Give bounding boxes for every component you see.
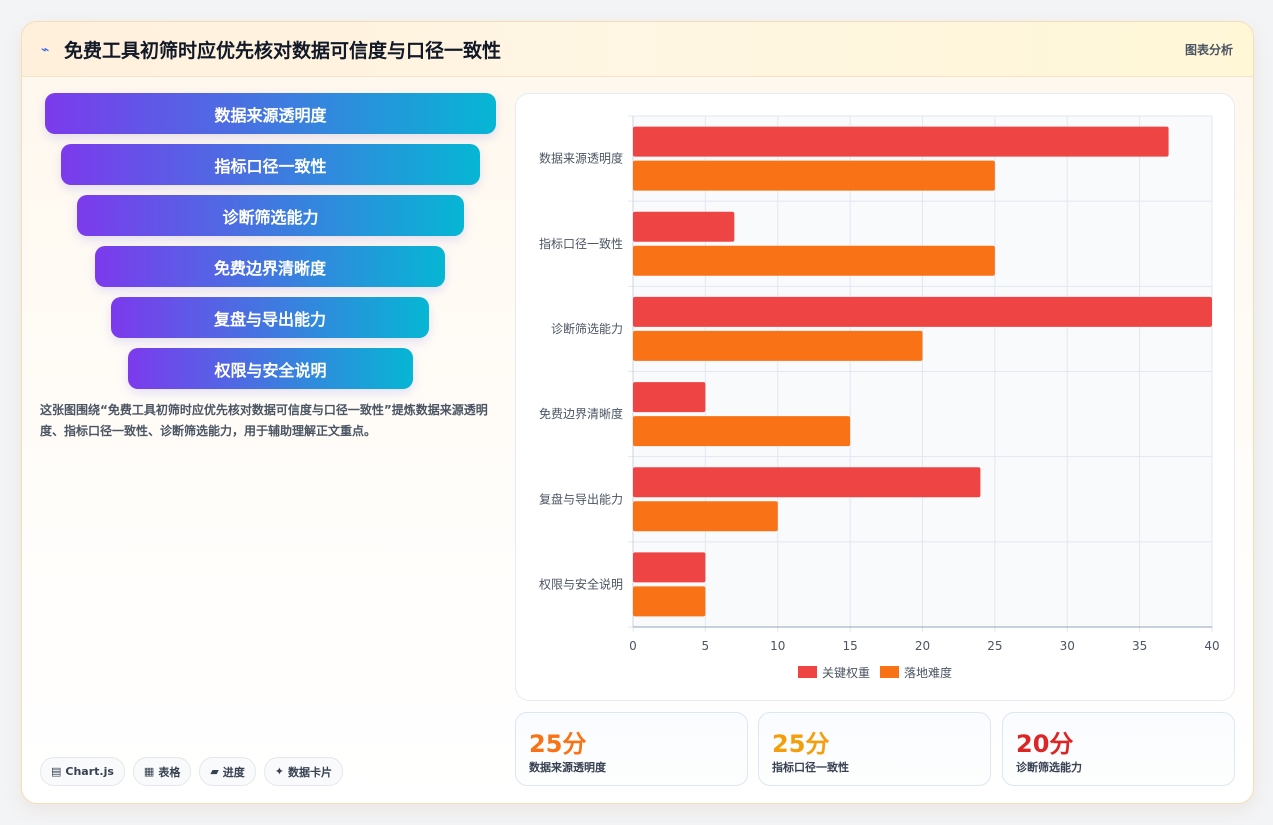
legend-label: 关键权重 [822,666,870,680]
bar [633,501,778,532]
pill-label: 数据卡片 [288,765,333,779]
pill-label: 表格 [158,765,181,779]
y-tick-label: 数据来源透明度 [539,151,623,166]
table-icon: ▦ [143,765,155,778]
y-tick-label: 复盘与导出能力 [539,491,623,506]
bar [633,126,1169,157]
bar [633,160,995,191]
bar [633,330,923,361]
funnel-item: 数据来源透明度 [45,93,496,134]
stat-value: 20分 [1016,730,1074,758]
legend-swatch [798,666,817,678]
stat-value: 25分 [772,730,830,758]
y-tick-label: 诊断筛选能力 [551,321,623,336]
funnel-item: 复盘与导出能力 [111,297,429,338]
bar-chart: 0 5 10 15 20 25 30 35 40 数据来源透明度指标口径一致性诊断筛选能力免费边界… [539,115,1220,680]
header-tag: 图表分析 [1184,43,1233,57]
stat-card: 25分 指标口径一致性 [758,712,991,786]
funnel-item: 指标口径一致性 [61,144,480,185]
chart-line-icon: ⌁ [41,42,50,58]
progress-icon: ▰ [210,765,219,778]
main-card: ⌁ 免费工具初筛时应优先核对数据可信度与口径一致性 图表分析 数据来源透明度 指… [21,21,1254,804]
pill-table[interactable]: ▦ 表格 [132,757,192,786]
funnel-item: 诊断筛选能力 [77,195,464,236]
chart-description: 这张图围绕“免费工具初筛时应优先核对数据可信度与口径一致性”提炼数据来源透明度、… [40,403,488,438]
x-tick-label: 20 [915,639,930,653]
pill-label: 进度 [222,765,245,779]
stat-label: 指标口径一致性 [772,761,849,774]
funnel-item: 权限与安全说明 [128,348,413,389]
x-tick-label: 5 [702,639,710,653]
bar [633,552,706,583]
x-tick-label: 10 [770,639,785,653]
x-tick-label: 40 [1204,639,1219,653]
bar [633,211,735,242]
stat-card: 20分 诊断筛选能力 [1002,712,1235,786]
y-tick-label: 免费边界清晰度 [539,406,623,421]
stat-value: 25分 [529,730,587,758]
y-tick-label: 指标口径一致性 [539,236,623,251]
bar [633,586,706,617]
legend-swatch [880,666,899,678]
bar [633,245,995,276]
stat-label: 数据来源透明度 [529,761,606,774]
legend-label: 落地难度 [904,665,952,680]
sparkle-icon: ✦ [274,765,285,778]
x-tick-label: 0 [629,639,637,653]
stat-label: 诊断筛选能力 [1016,761,1082,774]
x-tick-label: 25 [987,639,1002,653]
x-tick-label: 35 [1132,639,1147,653]
feature-pills: ▤ Chart.js ▦ 表格 ▰ 进度 ✦ 数据卡片 [40,757,344,786]
pill-progress[interactable]: ▰ 进度 [199,757,256,786]
header-bar: ⌁ 免费工具初筛时应优先核对数据可信度与口径一致性 图表分析 [22,22,1253,77]
pill-data-card[interactable]: ✦ 数据卡片 [263,757,344,786]
x-tick-label: 30 [1060,639,1075,653]
bar [633,416,851,447]
funnel-item: 免费边界清晰度 [95,246,445,287]
y-tick-label: 权限与安全说明 [539,576,623,591]
stat-card: 25分 数据来源透明度 [515,712,748,786]
pill-chartjs[interactable]: ▤ Chart.js [40,757,125,786]
page-title: 免费工具初筛时应优先核对数据可信度与口径一致性 [64,40,502,62]
pill-label: Chart.js [65,765,114,778]
bar [633,467,981,498]
bar-chart-panel: 0 5 10 15 20 25 30 35 40 数据来源透明度 指标口径一致性诊断筛选能力免费边界… [515,93,1235,701]
x-tick-label: 15 [842,639,857,653]
chart-icon: ▤ [51,765,62,778]
bar [633,382,706,413]
bar [633,296,1212,327]
